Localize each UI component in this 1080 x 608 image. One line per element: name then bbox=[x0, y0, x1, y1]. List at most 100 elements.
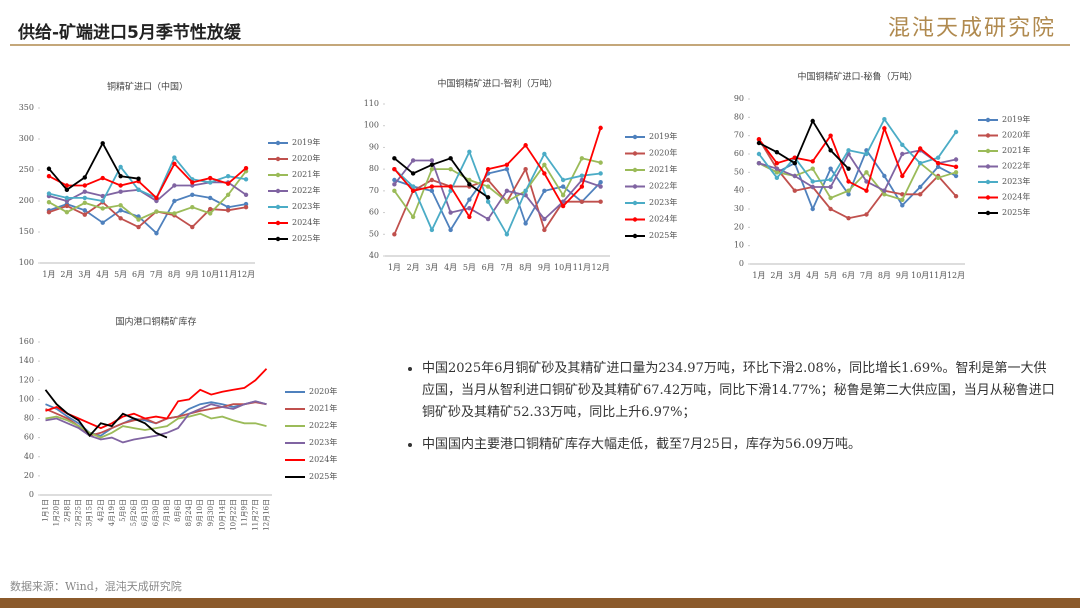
data-point bbox=[846, 188, 851, 193]
series-line bbox=[45, 368, 268, 430]
data-point bbox=[225, 181, 231, 186]
data-point bbox=[504, 188, 510, 194]
x-tick-label: 1月 bbox=[42, 270, 55, 279]
data-point bbox=[225, 192, 231, 197]
data-point bbox=[190, 183, 195, 188]
series-line bbox=[393, 157, 601, 219]
chart-title: 中国铜精矿进口-智利（万吨） bbox=[437, 78, 557, 90]
legend-marker bbox=[275, 188, 281, 194]
x-tick-label: 1月 bbox=[388, 263, 401, 272]
legend-label: 2025年 bbox=[292, 233, 320, 243]
data-point bbox=[560, 184, 566, 189]
data-point bbox=[900, 173, 905, 179]
data-point bbox=[598, 184, 603, 189]
legend-marker bbox=[275, 140, 281, 146]
data-point bbox=[828, 166, 833, 171]
series-line bbox=[48, 162, 247, 200]
bullet: 中国国内主要港口铜精矿库存大幅走低，截至7月25日，库存为56.09万吨。 bbox=[422, 434, 1058, 456]
data-point bbox=[100, 175, 105, 181]
data-point bbox=[243, 165, 249, 171]
data-point bbox=[953, 173, 959, 179]
data-point bbox=[190, 224, 195, 230]
data-point bbox=[828, 177, 833, 182]
data-point bbox=[523, 166, 528, 172]
data-point bbox=[243, 192, 249, 197]
x-tick-label: 4月 bbox=[96, 270, 109, 279]
data-point bbox=[579, 199, 585, 204]
data-point bbox=[864, 188, 869, 193]
legend-marker bbox=[275, 156, 281, 162]
y-tick-label: 350 bbox=[19, 103, 34, 112]
data-point bbox=[953, 157, 959, 162]
data-point bbox=[172, 161, 177, 166]
data-point bbox=[485, 195, 491, 200]
data-point bbox=[504, 166, 510, 172]
series-line bbox=[758, 138, 957, 220]
data-point bbox=[136, 187, 141, 193]
data-point bbox=[523, 188, 528, 194]
data-point bbox=[485, 177, 491, 183]
data-point bbox=[542, 216, 547, 222]
y-tick-label: 20 bbox=[24, 471, 34, 480]
data-point bbox=[523, 221, 528, 226]
data-point bbox=[935, 155, 941, 160]
chart-title: 铜精矿进口（中国） bbox=[107, 81, 188, 93]
legend-label: 2023年 bbox=[649, 197, 677, 207]
data-point bbox=[82, 183, 87, 188]
x-tick-label: 8月 bbox=[878, 271, 891, 280]
data-point bbox=[410, 214, 416, 220]
x-tick-label: 3月 bbox=[425, 263, 438, 272]
data-point bbox=[504, 162, 510, 167]
data-point bbox=[598, 171, 603, 176]
series-line bbox=[393, 157, 489, 199]
legend-label: 2022年 bbox=[1002, 161, 1030, 171]
data-point bbox=[243, 205, 249, 210]
legend-label: 2023年 bbox=[309, 437, 337, 447]
data-point bbox=[523, 143, 528, 148]
data-point bbox=[864, 212, 869, 217]
data-point bbox=[392, 177, 397, 183]
data-point bbox=[900, 151, 905, 157]
data-point bbox=[810, 118, 815, 124]
data-point bbox=[429, 162, 435, 167]
data-point bbox=[154, 195, 159, 201]
x-tick-label: 2月25日 bbox=[75, 499, 83, 526]
legend-marker bbox=[985, 195, 991, 200]
data-point bbox=[429, 184, 435, 189]
x-tick-label: 3月 bbox=[788, 271, 801, 280]
data-point bbox=[243, 177, 249, 182]
data-point bbox=[598, 199, 603, 204]
data-point bbox=[172, 211, 177, 216]
data-point bbox=[467, 149, 472, 154]
data-point bbox=[953, 170, 959, 175]
chart-title: 中国铜精矿进口-秘鲁（万吨） bbox=[797, 71, 917, 83]
data-point bbox=[118, 189, 123, 194]
x-tick-label: 6月13日 bbox=[141, 499, 149, 526]
legend-label: 2021年 bbox=[649, 164, 677, 174]
legend-label: 2020年 bbox=[649, 148, 677, 158]
data-point bbox=[560, 193, 566, 198]
x-tick-label: 6月 bbox=[842, 271, 855, 280]
data-point bbox=[208, 206, 213, 212]
y-tick-label: 0 bbox=[29, 490, 34, 499]
data-point bbox=[900, 197, 905, 203]
x-tick-label: 1月1日 bbox=[42, 499, 50, 522]
data-point bbox=[846, 192, 851, 197]
data-point bbox=[64, 183, 70, 188]
legend-marker bbox=[632, 217, 638, 222]
data-point bbox=[560, 203, 566, 209]
data-point bbox=[598, 160, 603, 165]
x-tick-label: 4月19日 bbox=[108, 499, 116, 526]
data-point bbox=[810, 184, 815, 190]
data-point bbox=[154, 231, 159, 236]
data-point bbox=[392, 232, 397, 237]
data-point bbox=[828, 148, 833, 153]
x-tick-label: 7月 bbox=[150, 270, 163, 279]
legend-label: 2021年 bbox=[309, 403, 337, 413]
legend-marker bbox=[275, 220, 281, 226]
data-point bbox=[918, 184, 923, 190]
legend-label: 2025年 bbox=[309, 471, 337, 481]
data-point bbox=[467, 182, 472, 187]
data-point bbox=[467, 177, 472, 183]
y-tick-label: 110 bbox=[364, 99, 379, 108]
